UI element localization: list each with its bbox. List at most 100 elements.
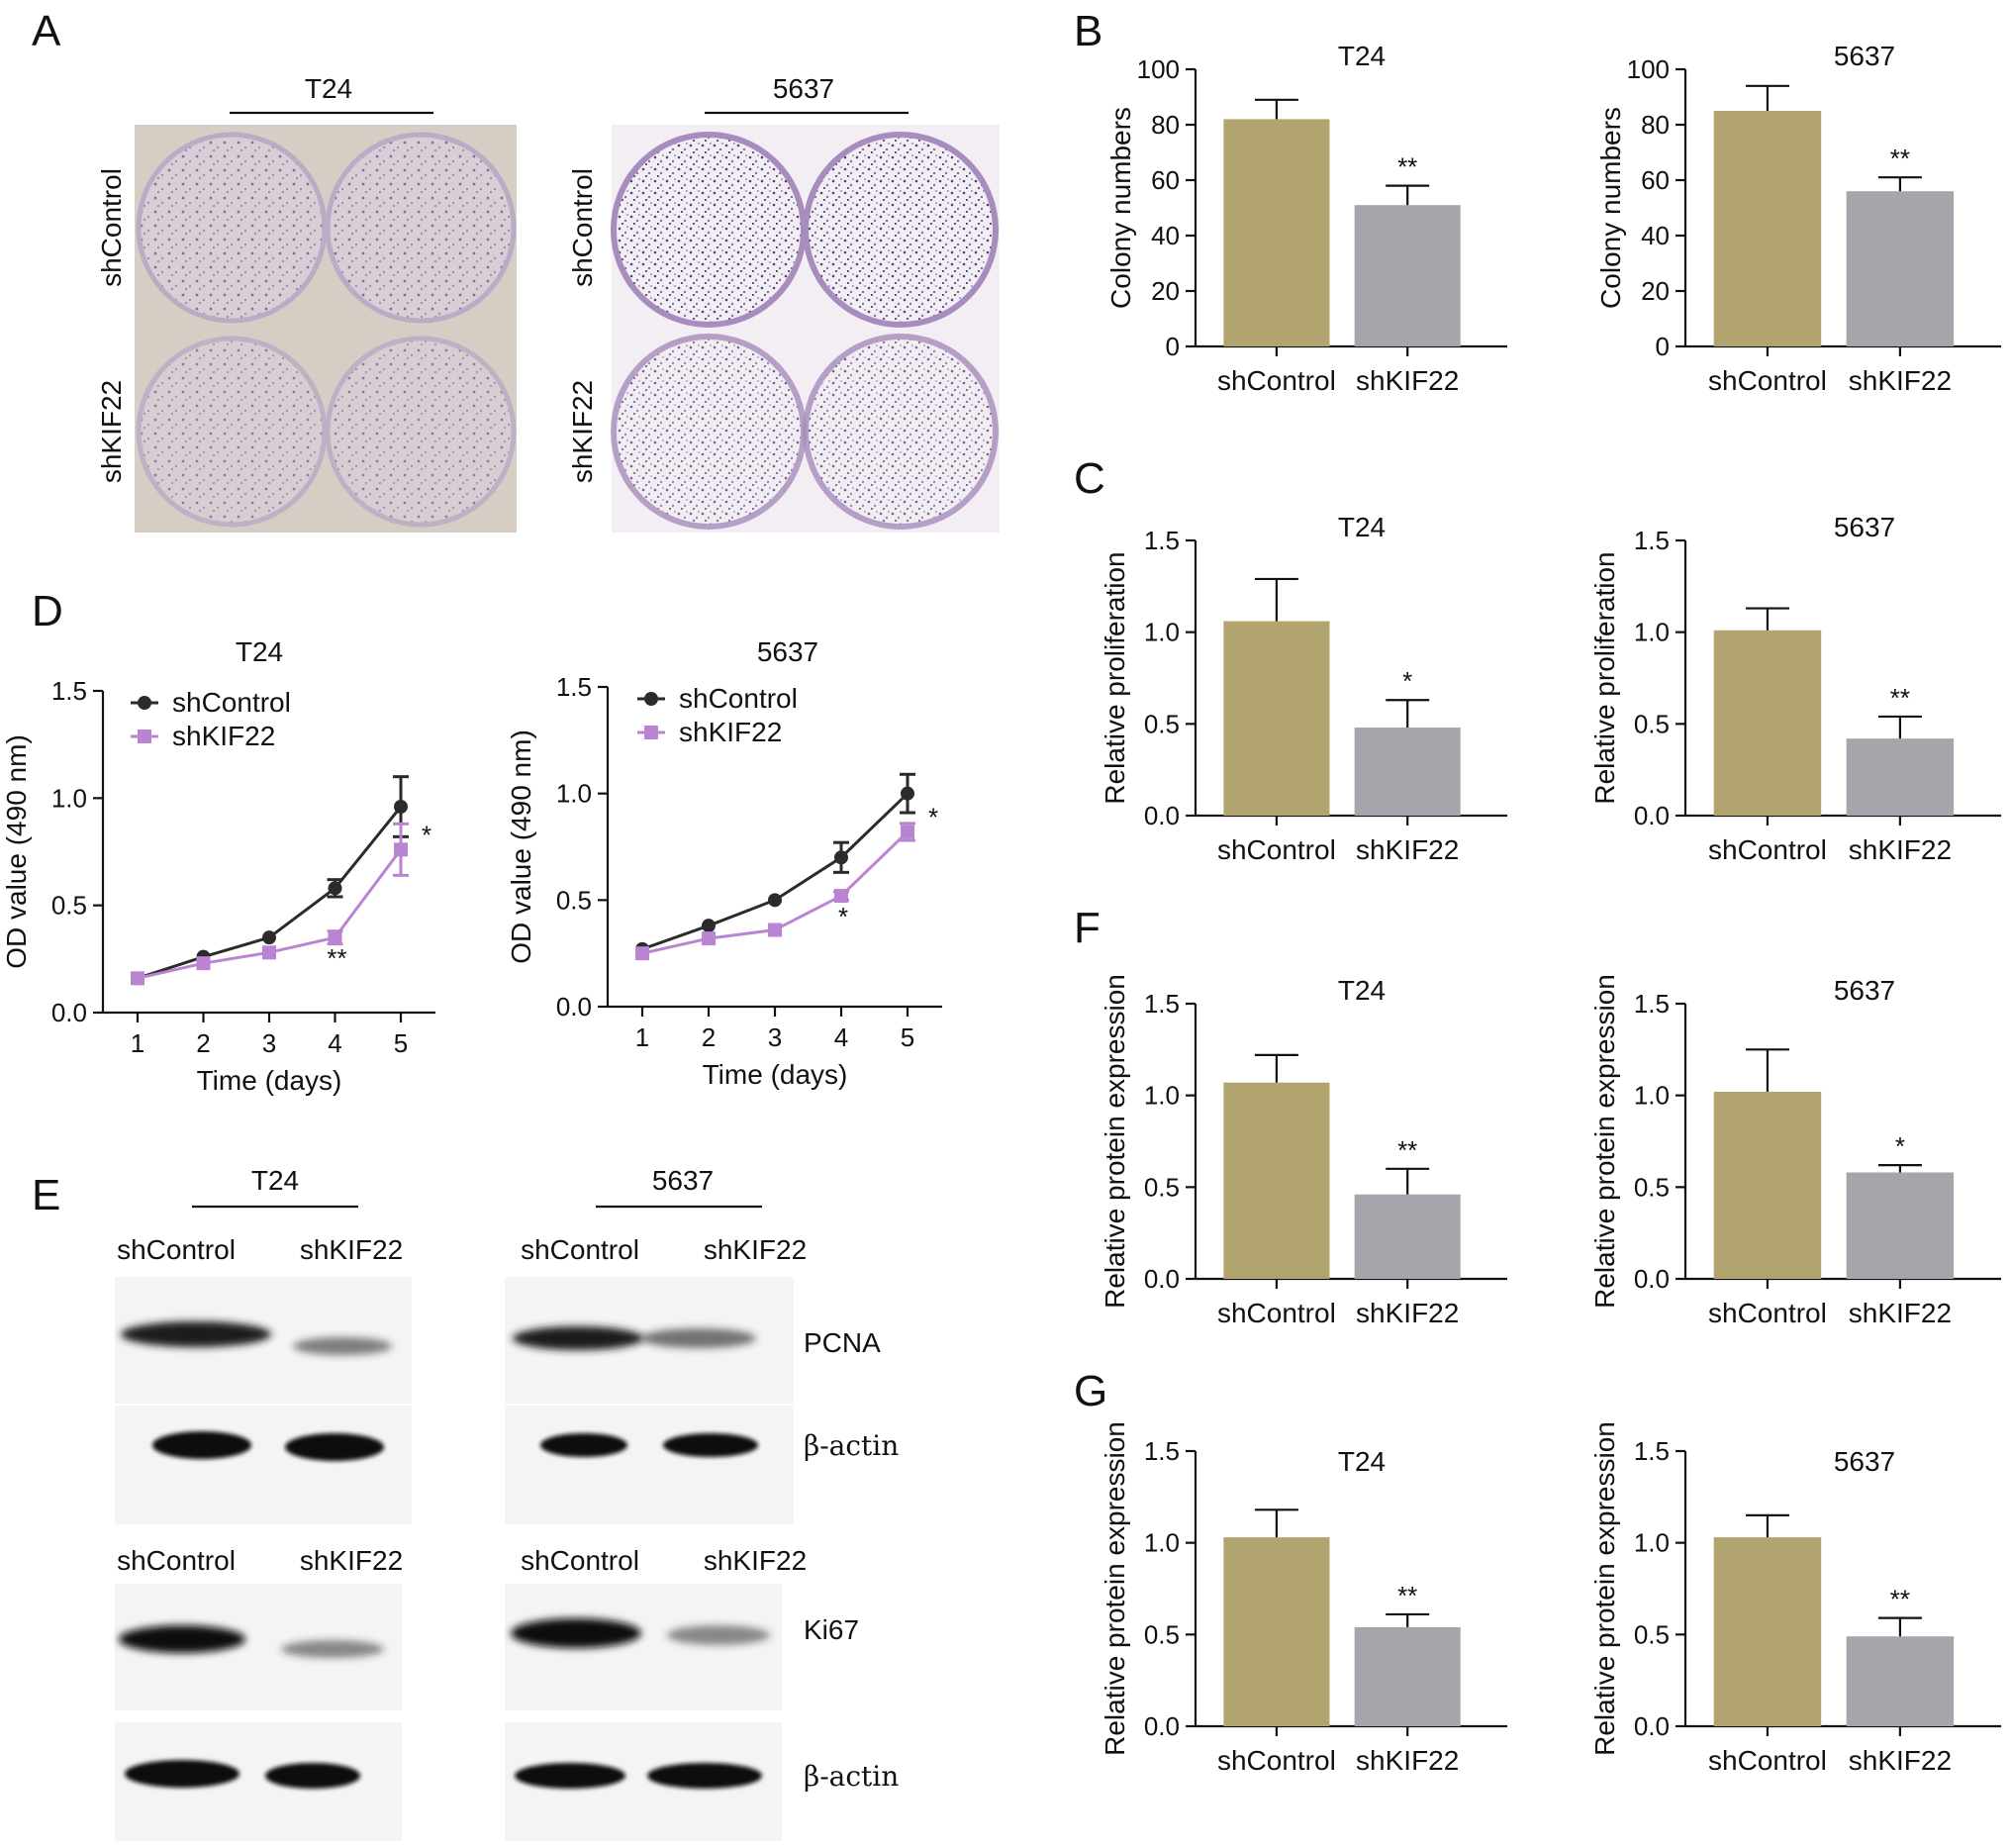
band-5637-actin-shkif22-1 <box>663 1433 758 1457</box>
legend-marker-d1-shcontrol <box>138 696 151 710</box>
y-tick-label-b2: 0 <box>1656 332 1670 361</box>
band-5637-actin-shkif22-2 <box>647 1763 762 1789</box>
x-tick-label-d2: 4 <box>834 1022 848 1052</box>
data-point-d1-shkif22 <box>131 971 144 986</box>
lane-label-t24-pcna-shcontrol: shControl <box>117 1234 236 1265</box>
y-tick-label-b1: 20 <box>1151 276 1180 306</box>
well-5637-shcontrol-1 <box>611 132 807 328</box>
y-tick-label-c1: 0.5 <box>1144 709 1180 738</box>
x-tick-label-d1: 5 <box>394 1028 408 1058</box>
data-point-d2-shcontrol <box>834 850 848 865</box>
bar-chart-g-t24: T24 0.0 0.5 1.0 1.5 Relative protein expressi… <box>1100 1421 1507 1776</box>
bar-f2-shkif22 <box>1846 1172 1955 1279</box>
category-label-b1: shControl <box>1217 365 1336 396</box>
significance-mark-b2: ** <box>1890 144 1910 173</box>
significance-mark-g1: ** <box>1397 1581 1417 1610</box>
x-tick-label-d2: 2 <box>702 1022 716 1052</box>
lane-label-5637-pcna-shkif22: shKIF22 <box>704 1234 807 1265</box>
y-tick-label-b2: 40 <box>1641 221 1670 250</box>
bar-g2-shkif22 <box>1846 1636 1955 1726</box>
y-tick-label-d2: 1.0 <box>556 779 592 809</box>
western-blot-panel: T24 5637 shControl shKIF22 shControl shK… <box>115 1165 899 1841</box>
data-point-d2-shkif22 <box>834 889 848 904</box>
legend-marker-d2-shkif22 <box>644 726 658 739</box>
data-point-d1-shkif22 <box>328 930 342 945</box>
data-point-d1-shcontrol <box>394 800 408 814</box>
bar-chart-g-5637: 5637 0.0 0.5 1.0 1.5 Relative protein express… <box>1589 1421 2001 1776</box>
bar-c2-shkif22 <box>1846 738 1955 816</box>
x-tick-label-d1: 3 <box>262 1028 276 1058</box>
data-point-d2-shkif22 <box>702 931 716 946</box>
band-t24-actin-shcontrol-1 <box>152 1431 251 1459</box>
blot-label-ki67: Ki67 <box>804 1614 859 1645</box>
chart-title-c2: 5637 <box>1834 512 1895 542</box>
bar-chart-c-t24: T24 0.0 0.5 1.0 1.5 Relative proliferation shC… <box>1100 512 1507 865</box>
y-tick-label-g1: 1.5 <box>1144 1436 1180 1466</box>
blot-label-pcna: PCNA <box>804 1327 881 1358</box>
y-tick-label-d1: 0.5 <box>51 891 87 921</box>
y-tick-label-b2: 60 <box>1641 165 1670 195</box>
y-tick-label-c1: 1.0 <box>1144 618 1180 647</box>
lane-label-t24-ki67-shkif22: shKIF22 <box>300 1545 403 1576</box>
bar-f2-shcontrol <box>1713 1091 1822 1279</box>
blot-bg-5637-ki67 <box>505 1584 782 1710</box>
legend-label-d2-shkif22: shKIF22 <box>679 717 782 747</box>
data-point-d1-shkif22 <box>196 956 211 971</box>
bar-g1-shkif22 <box>1354 1626 1461 1726</box>
category-label-f1: shControl <box>1217 1298 1336 1328</box>
y-axis-label-f2: Relative protein expression <box>1589 974 1620 1309</box>
significance-mark-d1: ** <box>327 943 346 973</box>
band-t24-actin-shkif22-1 <box>285 1433 384 1461</box>
chart-title-f1: T24 <box>1338 975 1386 1006</box>
x-tick-label-d1: 4 <box>328 1028 341 1058</box>
y-tick-label-f2: 1.5 <box>1634 989 1670 1019</box>
well-5637-shkif22-2 <box>803 334 999 530</box>
band-t24-actin-shkif22-2 <box>265 1763 360 1789</box>
band-5637-ki67-shkif22 <box>667 1625 770 1645</box>
category-label-g1: shControl <box>1217 1745 1336 1776</box>
y-tick-label-f2: 0.0 <box>1634 1264 1670 1294</box>
panel-letter-b: B <box>1074 7 1102 55</box>
y-tick-label-f1: 1.0 <box>1144 1081 1180 1111</box>
category-label-b2: shKIF22 <box>1849 365 1952 396</box>
y-tick-label-f2: 0.5 <box>1634 1172 1670 1202</box>
x-tick-label-d1: 2 <box>196 1028 210 1058</box>
y-tick-label-g1: 0.5 <box>1144 1619 1180 1649</box>
y-tick-label-c2: 1.0 <box>1634 618 1670 647</box>
data-point-d2-shkif22 <box>901 825 914 839</box>
colony-plate-5637: 5637 shControl shKIF22 <box>567 73 1000 533</box>
y-axis-label-b1: Colony numbers <box>1105 107 1136 309</box>
significance-mark-b1: ** <box>1397 152 1417 182</box>
plate-title-5637: 5637 <box>773 73 834 104</box>
y-tick-label-c2: 0.5 <box>1634 709 1670 738</box>
y-axis-label-d1: OD value (490 nm) <box>1 734 32 969</box>
panel-letter-g: G <box>1074 1367 1107 1415</box>
y-tick-label-b1: 100 <box>1137 54 1180 84</box>
category-label-g2: shKIF22 <box>1849 1745 1952 1776</box>
legend-label-d1-shkif22: shKIF22 <box>172 721 275 751</box>
y-tick-label-b2: 80 <box>1641 110 1670 140</box>
data-point-d2-shcontrol <box>901 786 914 801</box>
y-axis-label-c2: Relative proliferation <box>1589 551 1620 804</box>
significance-mark-d2: * <box>838 902 848 931</box>
bar-b1-shcontrol <box>1223 119 1330 347</box>
category-label-g2: shControl <box>1708 1745 1827 1776</box>
chart-title-f2: 5637 <box>1834 975 1895 1006</box>
x-tick-label-d2: 1 <box>635 1022 649 1052</box>
data-point-d2-shcontrol <box>702 919 716 933</box>
bar-c2-shcontrol <box>1713 630 1822 816</box>
blot-title-t24: T24 <box>251 1165 299 1196</box>
chart-title-g2: 5637 <box>1834 1446 1895 1477</box>
bar-c1-shcontrol <box>1223 621 1330 816</box>
lane-label-5637-ki67-shkif22: shKIF22 <box>704 1545 807 1576</box>
data-point-d1-shcontrol <box>262 930 276 945</box>
chart-title-d2: 5637 <box>757 636 818 667</box>
y-tick-label-c2: 1.5 <box>1634 526 1670 555</box>
y-tick-label-d2: 0.5 <box>556 885 592 915</box>
blot-bg-t24-actin-1 <box>115 1406 412 1524</box>
panel-letter-a: A <box>32 7 61 55</box>
legend-label-d2-shcontrol: shControl <box>679 683 798 714</box>
